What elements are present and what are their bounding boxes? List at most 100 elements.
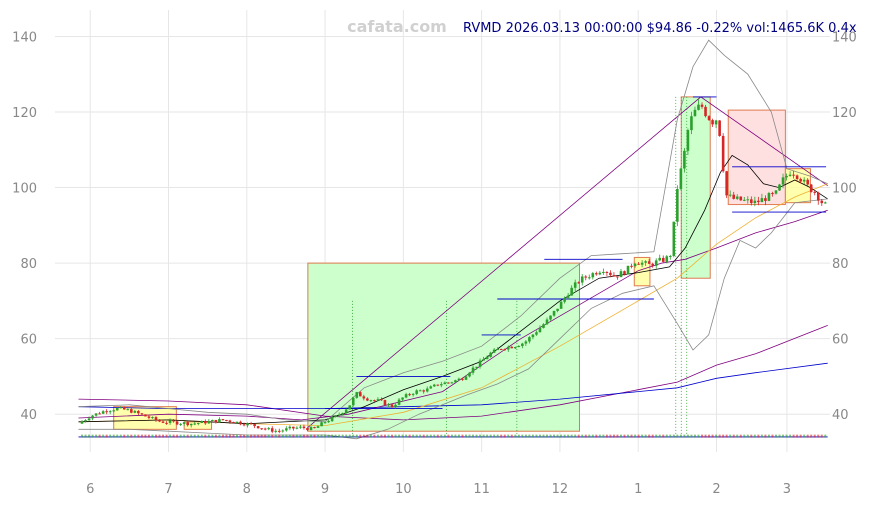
candle-body <box>658 257 662 261</box>
volume-bar <box>200 434 203 438</box>
candle-body <box>235 421 239 423</box>
volume-bar <box>313 434 316 438</box>
candle-body <box>735 196 739 199</box>
candle-body <box>239 421 242 425</box>
volume-bar <box>102 434 105 438</box>
candle-body <box>556 308 559 311</box>
candle-body <box>316 426 320 428</box>
volume-bar <box>380 434 383 438</box>
candle-body <box>545 319 549 325</box>
y-tick-label-left: 40 <box>20 408 37 423</box>
volume-bar <box>718 434 721 438</box>
volume-bar <box>436 434 439 438</box>
volume-bar <box>447 434 450 438</box>
candle-body <box>605 271 609 273</box>
volume-bar <box>757 434 760 438</box>
y-axis-right: 40 60 80 100 120 140 <box>832 30 857 423</box>
volume-bar <box>500 434 503 438</box>
candle-body <box>91 415 94 419</box>
volume-bar <box>278 434 281 438</box>
volume-bar <box>158 434 161 438</box>
candle-body <box>457 378 461 381</box>
volume-bar <box>366 434 369 438</box>
x-tick-label: 2 <box>712 482 720 497</box>
volume-bar <box>672 434 675 438</box>
candle-body <box>577 282 581 284</box>
candle-body <box>665 256 669 262</box>
candle-body <box>302 426 306 429</box>
volume-bar <box>109 434 112 438</box>
volume-bar <box>581 434 584 438</box>
volume-bar <box>616 434 619 438</box>
candle-body <box>144 414 147 417</box>
candle-body <box>450 382 454 384</box>
candle-body <box>359 392 362 397</box>
candle-body <box>337 414 341 416</box>
volume-bar <box>817 434 820 438</box>
volume-bar <box>221 434 224 438</box>
volume-bar <box>133 434 136 438</box>
candle-body <box>225 419 228 421</box>
candle-body <box>408 394 411 396</box>
volume-bar <box>179 434 182 438</box>
candle-body <box>228 420 232 423</box>
volume-bar <box>345 434 348 438</box>
volume-bar <box>309 434 312 438</box>
y-tick-label-right: 60 <box>832 333 849 348</box>
candle-body <box>640 262 644 265</box>
candle-body <box>84 420 87 422</box>
volume-bar <box>126 434 129 438</box>
volume-bar <box>669 434 672 438</box>
volume-bar <box>810 434 813 438</box>
volume-bar <box>422 434 425 438</box>
candle-body <box>260 428 263 430</box>
x-tick-label: 11 <box>473 482 490 497</box>
candle-body <box>214 419 218 423</box>
candle-body <box>369 400 373 402</box>
candle-body <box>130 409 133 413</box>
candle-body <box>492 349 496 353</box>
candle-body <box>647 261 651 264</box>
volume-bar <box>538 434 541 438</box>
volume-bar <box>197 434 200 438</box>
volume-bar <box>619 434 622 438</box>
volume-bar <box>250 434 253 438</box>
volume-bar <box>281 434 284 438</box>
volume-bar <box>574 434 577 438</box>
candle-body <box>683 150 686 169</box>
candle-body <box>334 415 337 417</box>
candle-body <box>168 420 172 423</box>
candle-body <box>676 188 679 222</box>
y-tick-label-right: 40 <box>832 408 849 423</box>
volume-bar <box>510 434 513 438</box>
volume-bar <box>796 434 799 438</box>
candle-body <box>418 390 422 392</box>
x-axis: 6 7 8 9 10 11 12 1 2 3 <box>86 482 791 497</box>
candle-body <box>584 276 588 278</box>
volume-bar <box>598 434 601 438</box>
volume-bar <box>253 434 256 438</box>
candle-body <box>616 276 619 278</box>
volume-bar <box>81 434 84 438</box>
black-indicator-line <box>78 154 828 425</box>
candle-body <box>390 404 394 408</box>
volume-bar <box>686 434 689 438</box>
y-tick-label-left: 60 <box>20 333 37 348</box>
candle-body <box>764 198 767 201</box>
volume-bar <box>739 434 742 438</box>
candle-body <box>341 412 344 415</box>
volume-bar <box>767 434 770 438</box>
candle-body <box>471 367 475 373</box>
volume-bar <box>369 434 372 438</box>
volume-bar <box>292 434 295 438</box>
vertical-markers <box>352 96 688 437</box>
candle-body <box>351 397 355 406</box>
volume-bar <box>627 434 630 438</box>
candle-body <box>739 196 743 201</box>
candle-body <box>528 337 531 342</box>
volume-bar <box>299 434 302 438</box>
volume-bar <box>154 434 157 438</box>
volume-bar <box>732 434 735 438</box>
volume-bar <box>165 434 168 438</box>
